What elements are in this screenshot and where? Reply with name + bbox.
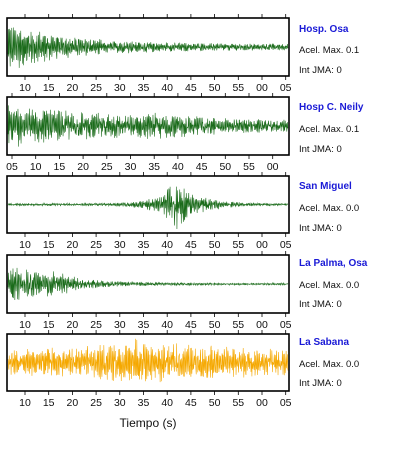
tick-label-san-miguel: 05	[280, 239, 292, 251]
frame-la-sabana	[6, 333, 290, 392]
station-name-hosp-osa: Hosp. Osa	[299, 24, 349, 35]
frame-san-miguel	[6, 175, 290, 234]
tick-label-hosp-c-neily: 10	[30, 161, 42, 173]
tick-label-hosp-c-neily: 40	[172, 161, 184, 173]
tick-label-san-miguel: 15	[43, 239, 55, 251]
int-jma-la-palma-osa: Int JMA: 0	[299, 299, 342, 310]
station-name-hosp-c-neily: Hosp C. Neily	[299, 102, 364, 113]
tick-label-la-sabana: 30	[114, 397, 126, 409]
tick-label-la-sabana: 50	[209, 397, 221, 409]
tick-label-hosp-osa: 50	[209, 82, 221, 94]
panel-la-palma-osa: 10 15 20 25 30 35 40 45 50 55 00 05	[6, 251, 292, 331]
int-jma-hosp-c-neily: Int JMA: 0	[299, 144, 342, 155]
tick-label-la-palma-osa: 45	[185, 319, 197, 331]
tick-label-san-miguel: 50	[209, 239, 221, 251]
tick-label-san-miguel: 30	[114, 239, 126, 251]
tick-label-hosp-c-neily: 30	[125, 161, 137, 173]
frame-hosp-osa	[6, 17, 290, 77]
waveform-hosp-c-neily	[7, 105, 289, 147]
acel-max-la-sabana: Acel. Max. 0.0	[299, 359, 360, 370]
tick-label-la-palma-osa: 25	[90, 319, 102, 331]
x-axis-label: Tiempo (s)	[119, 416, 177, 430]
tick-label-la-palma-osa: 40	[161, 319, 173, 331]
tick-label-hosp-osa: 15	[43, 82, 55, 94]
tick-label-la-palma-osa: 15	[43, 319, 55, 331]
int-jma-san-miguel: Int JMA: 0	[299, 223, 342, 234]
waveform-la-sabana	[7, 338, 289, 383]
tick-label-la-sabana: 35	[138, 397, 150, 409]
int-jma-la-sabana: Int JMA: 0	[299, 378, 342, 389]
tick-label-san-miguel: 40	[161, 239, 173, 251]
tick-label-la-sabana: 40	[161, 397, 173, 409]
tick-label-hosp-c-neily: 35	[148, 161, 160, 173]
tick-label-hosp-osa: 35	[138, 82, 150, 94]
acel-max-hosp-osa: Acel. Max. 0.1	[299, 45, 360, 56]
tick-label-la-sabana: 55	[232, 397, 244, 409]
tick-label-hosp-c-neily: 55	[243, 161, 255, 173]
tick-label-hosp-c-neily: 45	[196, 161, 208, 173]
station-name-san-miguel: San Miguel	[299, 181, 352, 192]
panel-san-miguel: 10 15 20 25 30 35 40 45 50 55 00 05	[6, 172, 292, 251]
tick-label-la-palma-osa: 00	[256, 319, 268, 331]
tick-label-la-sabana: 10	[19, 397, 31, 409]
tick-label-hosp-osa: 30	[114, 82, 126, 94]
tick-label-hosp-c-neily: 15	[54, 161, 66, 173]
panel-hosp-osa: 10 15 20 25 30 35 40 45 50 55 00 05	[6, 14, 292, 94]
tick-label-hosp-c-neily: 00	[267, 161, 279, 173]
tick-label-hosp-c-neily: 05	[6, 161, 18, 173]
tick-label-hosp-osa: 10	[19, 82, 31, 94]
tick-label-san-miguel: 20	[67, 239, 79, 251]
station-name-la-palma-osa: La Palma, Osa	[299, 258, 368, 269]
tick-label-san-miguel: 00	[256, 239, 268, 251]
tick-label-hosp-osa: 20	[67, 82, 79, 94]
tick-label-la-sabana: 00	[256, 397, 268, 409]
tick-label-la-palma-osa: 10	[19, 319, 31, 331]
tick-label-la-palma-osa: 30	[114, 319, 126, 331]
tick-label-la-palma-osa: 20	[67, 319, 79, 331]
tick-label-la-palma-osa: 50	[209, 319, 221, 331]
panel-la-sabana: 10 15 20 25 30 35 40 45 50 55 00 05	[6, 330, 292, 409]
tick-label-hosp-c-neily: 50	[219, 161, 231, 173]
tick-label-la-sabana: 45	[185, 397, 197, 409]
acel-max-san-miguel: Acel. Max. 0.0	[299, 203, 360, 214]
tick-label-san-miguel: 35	[138, 239, 150, 251]
tick-label-hosp-osa: 25	[90, 82, 102, 94]
tick-label-hosp-osa: 55	[232, 82, 244, 94]
tick-label-san-miguel: 55	[232, 239, 244, 251]
tick-label-hosp-osa: 00	[256, 82, 268, 94]
waveform-la-palma-osa	[7, 267, 289, 301]
frame-la-palma-osa	[6, 254, 290, 314]
acel-max-hosp-c-neily: Acel. Max. 0.1	[299, 124, 360, 135]
frame-hosp-c-neily	[6, 96, 290, 156]
tick-label-la-palma-osa: 05	[280, 319, 292, 331]
tick-label-san-miguel: 45	[185, 239, 197, 251]
tick-label-hosp-osa: 40	[161, 82, 173, 94]
tick-label-san-miguel: 10	[19, 239, 31, 251]
station-name-la-sabana: La Sabana	[299, 337, 350, 348]
tick-label-hosp-osa: 45	[185, 82, 197, 94]
tick-label-hosp-c-neily: 25	[101, 161, 113, 173]
acel-max-la-palma-osa: Acel. Max. 0.0	[299, 280, 360, 291]
tick-label-la-sabana: 05	[280, 397, 292, 409]
tick-label-san-miguel: 25	[90, 239, 102, 251]
tick-label-hosp-c-neily: 20	[77, 161, 89, 173]
tick-label-la-sabana: 25	[90, 397, 102, 409]
waveform-san-miguel	[7, 186, 289, 229]
tick-label-la-palma-osa: 55	[232, 319, 244, 331]
tick-label-la-sabana: 20	[67, 397, 79, 409]
tick-label-la-palma-osa: 35	[138, 319, 150, 331]
tick-label-hosp-osa: 05	[280, 82, 292, 94]
tick-label-la-sabana: 15	[43, 397, 55, 409]
int-jma-hosp-osa: Int JMA: 0	[299, 65, 342, 76]
panel-hosp-c-neily: 05 10 15 20 25 30 35 40 45 50 55 00	[6, 93, 290, 173]
waveform-hosp-osa	[7, 27, 289, 68]
